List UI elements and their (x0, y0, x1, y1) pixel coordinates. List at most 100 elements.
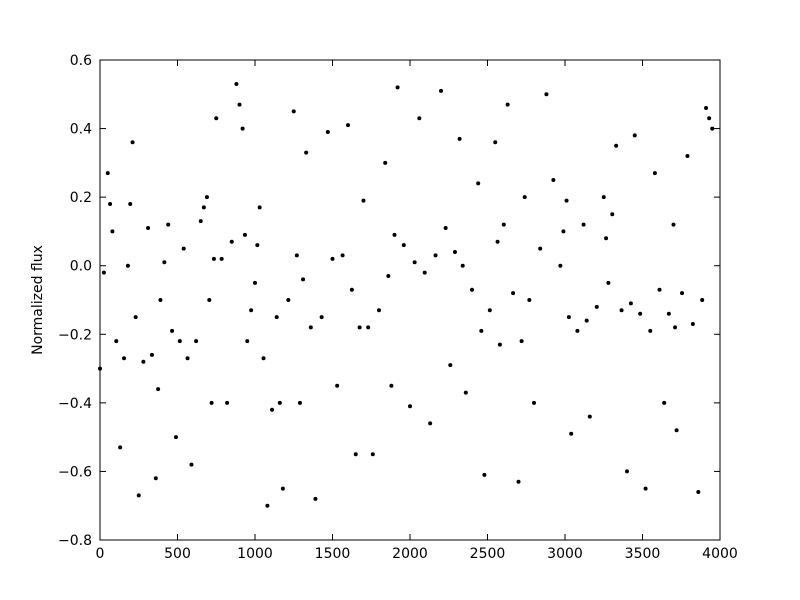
point (108, 202, 113, 206)
x-tick-label: 2000 (392, 546, 428, 562)
y-tick-label: 0.4 (70, 122, 92, 138)
point (643, 486, 648, 491)
point (614, 143, 619, 148)
point (313, 496, 318, 501)
plot-frame (99, 59, 721, 541)
point (493, 140, 498, 145)
point (569, 431, 574, 436)
point (395, 85, 400, 90)
point (234, 82, 239, 86)
point (443, 226, 448, 230)
point (638, 311, 643, 316)
point (460, 263, 465, 268)
point (297, 400, 302, 405)
point (587, 414, 592, 419)
point (255, 243, 260, 248)
point (511, 291, 516, 296)
point (401, 243, 406, 248)
point (270, 407, 275, 412)
point (301, 277, 306, 282)
point (527, 298, 532, 302)
point (448, 363, 453, 368)
point (564, 198, 569, 203)
point (118, 445, 123, 450)
point (551, 178, 556, 182)
point (482, 472, 487, 477)
y-tick-label: 0.6 (70, 53, 92, 69)
point (408, 404, 412, 409)
point (308, 325, 313, 330)
point (325, 130, 330, 134)
point (662, 400, 667, 405)
x-tick-label: 2500 (470, 546, 506, 562)
point (105, 171, 110, 176)
point (219, 256, 224, 261)
point (696, 490, 701, 494)
point (194, 339, 199, 344)
x-tick-label: 3000 (547, 546, 583, 562)
point (207, 298, 212, 302)
point (581, 222, 586, 227)
point (237, 102, 242, 107)
point (417, 116, 422, 121)
point (610, 212, 615, 217)
y-axis-label: Normalized flux (30, 245, 46, 355)
point (335, 383, 340, 388)
point (245, 339, 250, 344)
point (463, 390, 468, 395)
point (304, 150, 309, 155)
point (690, 322, 695, 326)
point (185, 356, 190, 361)
point (433, 253, 438, 258)
point (177, 339, 182, 344)
point (357, 325, 362, 330)
point (594, 304, 599, 309)
point (392, 232, 397, 237)
point (601, 195, 606, 200)
point (412, 260, 417, 265)
point (133, 315, 138, 320)
point (710, 126, 715, 131)
point (604, 236, 609, 241)
x-tick-label: 4000 (702, 546, 738, 562)
point (516, 479, 521, 484)
point (330, 256, 335, 261)
point (522, 195, 527, 200)
point (225, 400, 230, 405)
point (146, 226, 151, 230)
point (657, 287, 662, 292)
point (538, 246, 543, 251)
point (211, 256, 216, 261)
point (389, 383, 394, 388)
y-tick-label: 0.2 (70, 190, 92, 206)
point (265, 503, 270, 508)
point (280, 486, 285, 491)
y-tick-label: −0.6 (58, 464, 92, 480)
point (173, 435, 178, 440)
point (652, 171, 657, 176)
point (501, 222, 506, 227)
point (349, 287, 354, 292)
point (353, 452, 358, 457)
point (340, 253, 345, 258)
point (566, 315, 571, 320)
point (370, 452, 375, 457)
point (240, 126, 245, 131)
point (141, 359, 146, 364)
point (648, 328, 653, 333)
point (257, 205, 262, 210)
point (519, 339, 524, 344)
point (214, 116, 219, 121)
point (377, 308, 381, 313)
point (166, 222, 171, 227)
point (158, 298, 163, 302)
point (181, 246, 186, 251)
point (170, 328, 175, 333)
point (294, 253, 299, 258)
point (319, 315, 324, 320)
point (704, 106, 709, 110)
point (452, 250, 457, 254)
point (122, 356, 127, 361)
point (558, 263, 563, 268)
point (383, 160, 388, 165)
